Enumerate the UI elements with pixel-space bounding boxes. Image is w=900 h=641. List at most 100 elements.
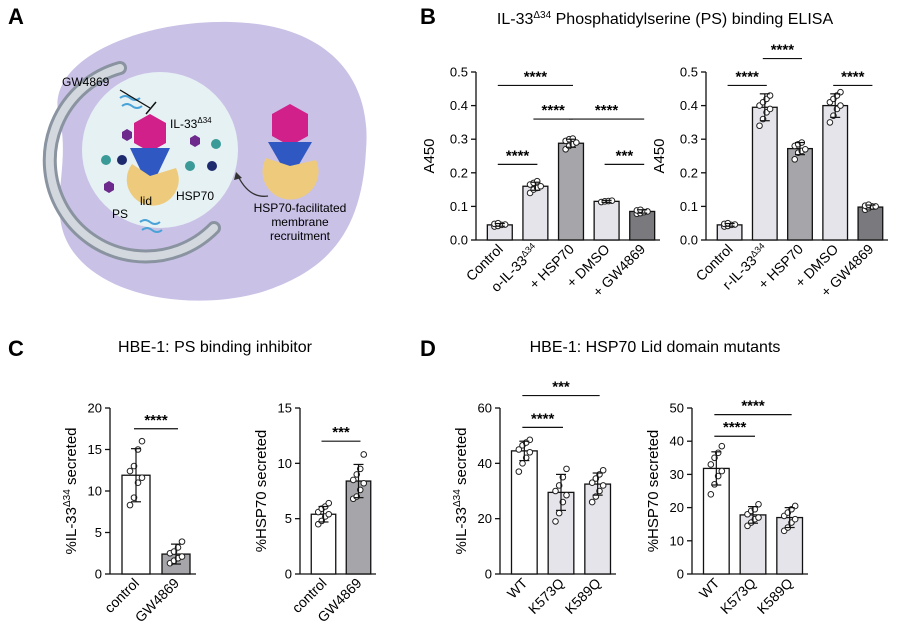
data-point bbox=[515, 446, 523, 453]
hsp70-label: HSP70 bbox=[176, 189, 214, 203]
hsp70-outside bbox=[262, 158, 319, 200]
data-point bbox=[588, 479, 596, 487]
data-point bbox=[360, 451, 368, 458]
data-point bbox=[555, 509, 563, 517]
panel-b-title-sup: Δ34 bbox=[533, 10, 551, 21]
panel-letter-d: D bbox=[420, 336, 436, 361]
y-tick-label: 5 bbox=[285, 511, 292, 526]
x-tick-label: K573Q bbox=[717, 575, 759, 617]
y-axis-label: %IL-33Δ34 secreted bbox=[452, 427, 470, 554]
y-axis-label-suffix: secreted bbox=[453, 427, 470, 489]
caption-line3: recruitment bbox=[270, 229, 331, 243]
bar bbox=[557, 142, 585, 241]
data-point bbox=[552, 518, 559, 525]
data-point bbox=[826, 119, 834, 126]
data-point bbox=[872, 203, 879, 210]
panel-letter-c: C bbox=[8, 336, 24, 361]
panel-d-title: HBE-1: HSP70 Lid domain mutants bbox=[530, 339, 781, 356]
navy-dot bbox=[207, 161, 217, 171]
significance-label: **** bbox=[531, 410, 555, 427]
data-point bbox=[138, 437, 146, 445]
y-tick-label: 50 bbox=[670, 401, 684, 416]
bar bbox=[751, 106, 778, 241]
data-point bbox=[526, 448, 534, 456]
y-tick-label: 20 bbox=[88, 401, 102, 416]
teal-dot bbox=[185, 161, 195, 171]
data-point bbox=[707, 461, 715, 468]
y-tick-label: 0.2 bbox=[680, 165, 698, 180]
recruitment-arrowhead bbox=[234, 172, 242, 180]
data-point bbox=[756, 122, 763, 130]
y-axis-label: %IL-33Δ34 secreted bbox=[62, 427, 80, 554]
caption-line1: HSP70-facilitated bbox=[254, 201, 347, 215]
data-point bbox=[537, 182, 545, 190]
bar bbox=[593, 200, 620, 241]
bar bbox=[857, 206, 884, 241]
y-tick-label: 0.3 bbox=[450, 132, 468, 147]
il33-label: IL-33Δ34 bbox=[170, 116, 212, 131]
data-point bbox=[718, 442, 726, 450]
significance-label: **** bbox=[506, 147, 530, 164]
significance-label: **** bbox=[542, 102, 566, 119]
y-tick-label: 5 bbox=[95, 525, 102, 540]
y-tick-label: 10 bbox=[670, 533, 684, 548]
y-tick-label: 0.1 bbox=[680, 199, 698, 214]
data-point bbox=[325, 499, 333, 507]
il33-label-prefix: IL-33 bbox=[170, 117, 198, 131]
y-tick-label: 0.0 bbox=[680, 233, 698, 248]
data-point bbox=[755, 514, 762, 521]
inhibitor-bar bbox=[145, 101, 157, 115]
il33-triangle bbox=[130, 148, 170, 190]
purple-hex-small bbox=[190, 135, 200, 147]
lid-label: lid bbox=[140, 194, 152, 208]
panel-b-title-suffix: Phosphatidylserine (PS) binding ELISA bbox=[551, 11, 833, 28]
recruitment-arrow bbox=[237, 175, 269, 197]
panel-b-title: IL-33Δ34 Phosphatidylserine (PS) binding… bbox=[497, 10, 834, 28]
bar bbox=[822, 104, 849, 241]
gw4869-label: GW4869 bbox=[62, 75, 110, 89]
y-axis-label-suffix: secreted bbox=[63, 427, 80, 489]
y-tick-label: 30 bbox=[670, 467, 684, 482]
significance-label: *** bbox=[616, 147, 634, 164]
y-tick-label: 0 bbox=[677, 567, 684, 582]
navy-dot bbox=[117, 155, 127, 165]
data-point bbox=[766, 105, 774, 113]
data-point bbox=[791, 515, 799, 523]
y-tick-label: 40 bbox=[478, 456, 492, 471]
data-point bbox=[599, 482, 607, 489]
y-tick-label: 0.5 bbox=[680, 65, 698, 80]
y-axis-label-sup: Δ34 bbox=[452, 489, 463, 507]
bar bbox=[629, 210, 656, 241]
data-point bbox=[360, 479, 368, 487]
ps-label: PS bbox=[112, 207, 128, 221]
panel-letter-b: B bbox=[420, 4, 436, 29]
x-tick-label: WT bbox=[696, 574, 723, 601]
il33-triangle-outside bbox=[268, 142, 312, 180]
y-tick-label: 0 bbox=[485, 567, 492, 582]
bar bbox=[510, 450, 538, 575]
x-tick-label: K589Q bbox=[562, 575, 604, 617]
bar bbox=[522, 185, 549, 241]
data-point bbox=[126, 501, 134, 509]
y-axis-label-sup: Δ34 bbox=[62, 489, 73, 507]
significance-label: **** bbox=[723, 419, 747, 436]
data-point bbox=[573, 139, 580, 146]
y-tick-label: 0.0 bbox=[450, 233, 468, 248]
data-point bbox=[588, 498, 596, 506]
y-axis-label: %HSP70 secreted bbox=[645, 430, 662, 553]
y-tick-label: 0.4 bbox=[450, 98, 468, 113]
significance-label: *** bbox=[332, 424, 350, 441]
il33-label-sup: Δ34 bbox=[197, 116, 212, 125]
data-point bbox=[837, 102, 844, 109]
y-tick-label: 0 bbox=[95, 567, 102, 582]
data-point bbox=[552, 487, 559, 495]
y-tick-label: 15 bbox=[88, 442, 102, 457]
y-tick-label: 0.5 bbox=[450, 65, 468, 80]
data-point bbox=[791, 156, 799, 163]
y-axis-label: %HSP70 secreted bbox=[253, 430, 270, 553]
